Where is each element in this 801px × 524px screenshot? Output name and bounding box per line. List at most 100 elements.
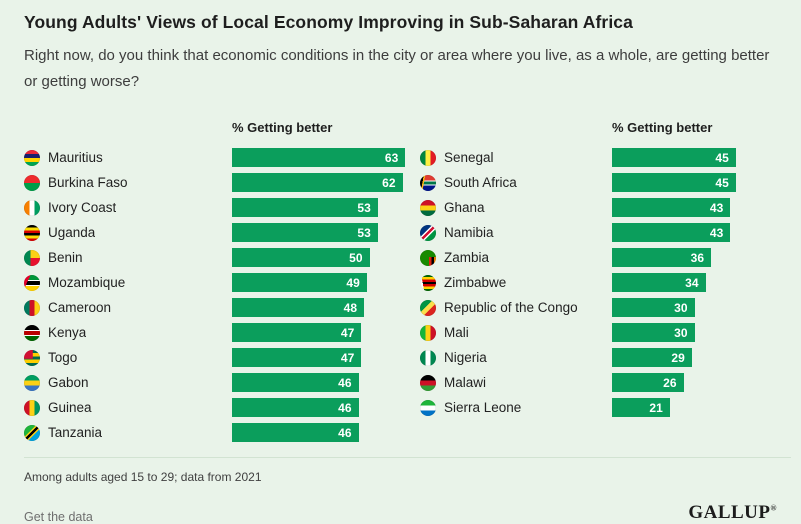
bar-value-label: 50 — [349, 250, 363, 265]
value-bar: 29 — [612, 348, 692, 367]
country-label: Burkina Faso — [48, 175, 128, 190]
value-bar: 21 — [612, 398, 670, 417]
country-row: Senegal 45 — [420, 145, 791, 170]
column-header-row: % Getting better — [24, 117, 406, 137]
country-label: Ivory Coast — [48, 200, 117, 215]
cameroon-flag-icon — [24, 299, 40, 316]
country-label: Malawi — [444, 375, 487, 390]
bar-value-label: 30 — [674, 325, 688, 340]
bar-value-label: 26 — [663, 375, 677, 390]
bar-value-label: 53 — [357, 200, 371, 215]
bar-track: 34 — [612, 273, 791, 292]
country-label-area: Mali — [420, 324, 612, 341]
country-row: Mali 30 — [420, 320, 791, 345]
bar-track: 43 — [612, 223, 791, 242]
country-row: Burkina Faso 62 — [24, 170, 406, 195]
value-bar: 34 — [612, 273, 706, 292]
country-label: Zambia — [444, 250, 490, 265]
bar-value-label: 43 — [709, 200, 724, 215]
bar-track: 47 — [232, 348, 406, 367]
country-label-area: Tanzania — [24, 424, 232, 441]
country-row: Zimbabwe 34 — [420, 270, 791, 295]
bar-value-label: 21 — [649, 400, 663, 415]
bar-value-label: 46 — [338, 375, 352, 390]
bar-track: 30 — [612, 298, 791, 317]
country-row: Zambia 36 — [420, 245, 791, 270]
bar-value-label: 47 — [340, 350, 355, 365]
country-label: Sierra Leone — [444, 400, 522, 415]
bar-value-label: 46 — [338, 425, 352, 440]
country-row: Tanzania 46 — [24, 420, 406, 445]
bar-value-label: 45 — [715, 150, 729, 165]
chart-title: Young Adults' Views of Local Economy Imp… — [24, 12, 633, 32]
value-bar: 30 — [612, 298, 695, 317]
country-label-area: Benin — [24, 249, 232, 266]
bar-track: 53 — [232, 198, 406, 217]
bar-chart: % Getting better Mauritius 63 Burkina Faso… — [24, 117, 791, 445]
country-label: Togo — [48, 350, 78, 365]
country-row: South Africa 45 — [420, 170, 791, 195]
value-bar: 43 — [612, 223, 731, 242]
bar-track: 30 — [612, 323, 791, 342]
country-row: Republic of the Congo 30 — [420, 295, 791, 320]
country-label-area: Republic of the Congo — [420, 299, 612, 316]
country-row: Ivory Coast 53 — [24, 195, 406, 220]
bar-track: 46 — [232, 373, 406, 392]
bar-track: 46 — [232, 423, 406, 442]
zimbabwe-flag-icon — [420, 274, 436, 291]
value-bar: 46 — [232, 373, 359, 392]
country-label-area: Zambia — [420, 249, 612, 266]
value-bar: 30 — [612, 323, 695, 342]
bar-value-label: 47 — [340, 325, 355, 340]
country-label: Namibia — [444, 225, 494, 240]
country-label: Guinea — [48, 400, 92, 415]
country-label-area: Nigeria — [420, 349, 612, 366]
country-label-area: Malawi — [420, 374, 612, 391]
country-label-area: Namibia — [420, 224, 612, 241]
tanzania-flag-icon — [24, 424, 40, 441]
bar-track: 21 — [612, 398, 791, 417]
chart-subtitle: Right now, do you think that economic co… — [24, 47, 770, 90]
bar-value-label: 45 — [715, 175, 729, 190]
bar-value-label: 46 — [338, 400, 352, 415]
nigeria-flag-icon — [420, 349, 436, 366]
bar-track: 36 — [612, 248, 791, 267]
country-label-area: Ghana — [420, 199, 612, 216]
benin-flag-icon — [24, 249, 40, 266]
bar-track: 50 — [232, 248, 406, 267]
bar-track: 63 — [232, 148, 406, 167]
gallup-logo-text: GALLUP — [688, 502, 771, 523]
senegal-flag-icon — [420, 149, 436, 166]
bar-track: 53 — [232, 223, 406, 242]
footnote: Among adults aged 15 to 29; data from 20… — [24, 470, 262, 484]
country-label: Republic of the Congo — [444, 300, 578, 315]
value-bar: 48 — [232, 298, 364, 317]
country-label: Tanzania — [48, 425, 103, 440]
country-label-area: Mauritius — [24, 149, 232, 166]
bar-value-label: 29 — [671, 350, 685, 365]
country-label-area: Cameroon — [24, 299, 232, 316]
country-label-area: Togo — [24, 349, 232, 366]
value-bar: 53 — [232, 198, 378, 217]
sierra-leone-flag-icon — [420, 399, 436, 416]
chart-column-left: % Getting better Mauritius 63 Burkina Faso… — [24, 117, 406, 445]
uganda-flag-icon — [24, 224, 40, 241]
country-row: Sierra Leone 21 — [420, 395, 791, 420]
value-bar: 45 — [612, 173, 736, 192]
bar-value-label: 62 — [382, 175, 396, 190]
column-header-row: % Getting better — [420, 117, 791, 137]
get-the-data-link[interactable]: Get the data — [24, 510, 93, 524]
country-label: Gabon — [48, 375, 89, 390]
value-bar: 46 — [232, 423, 359, 442]
bar-track: 48 — [232, 298, 406, 317]
bar-track: 29 — [612, 348, 791, 367]
chart-column-right: % Getting better Senegal 45 South Africa 45… — [420, 117, 791, 445]
footnote-section: Among adults aged 15 to 29; data from 20… — [24, 457, 791, 486]
bar-value-label: 36 — [690, 250, 704, 265]
country-label-area: Ivory Coast — [24, 199, 232, 216]
registered-trademark-icon: ® — [770, 503, 777, 513]
bar-track: 46 — [232, 398, 406, 417]
togo-flag-icon — [24, 349, 40, 366]
value-axis-header: % Getting better — [612, 119, 713, 135]
country-label: South Africa — [444, 175, 517, 190]
